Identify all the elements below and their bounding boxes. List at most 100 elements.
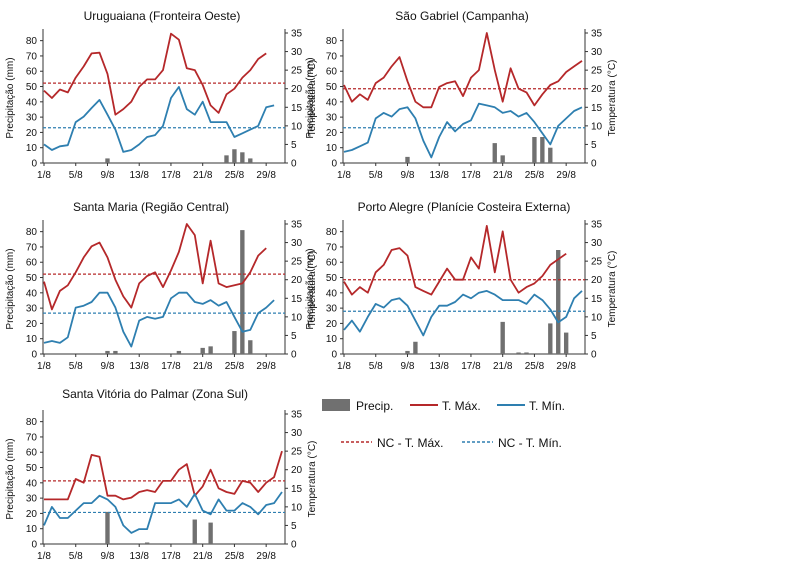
y-tick-label: 70 (326, 51, 338, 62)
precip-bar (105, 511, 110, 544)
precip-bar (240, 152, 245, 163)
precip-bar (192, 519, 197, 544)
tmin-series-line (43, 86, 275, 153)
tmin-series-line (343, 102, 583, 159)
x-tick-label: 25/8 (225, 170, 245, 181)
y-tick-label: 70 (26, 242, 38, 253)
chart-title: Santa Maria (Região Central) (73, 200, 229, 214)
y2-axis-label: Temperatura (°C) (307, 251, 318, 328)
y2-tick-label: 5 (591, 331, 597, 342)
precip-bar (540, 137, 545, 163)
y2-tick-label: 25 (591, 257, 603, 268)
y-tick-label: 80 (26, 227, 38, 238)
chart-panel-1: Uruguaiana (Fronteira Oeste)010203040506… (5, 9, 318, 181)
tmax-series-line (343, 32, 583, 109)
tmax-series-line (43, 32, 267, 116)
x-tick-label: 5/8 (69, 170, 83, 181)
y2-tick-label: 25 (591, 66, 603, 77)
legend-nc-tmin-label: NC - T. Mín. (498, 436, 562, 450)
x-tick-label: 9/8 (401, 361, 415, 372)
x-tick-label: 17/8 (161, 551, 181, 562)
precip-bar (532, 137, 537, 163)
y2-tick-label: 5 (591, 140, 597, 151)
x-tick-label: 1/8 (37, 170, 51, 181)
y2-tick-label: 15 (291, 484, 303, 495)
x-tick-label: 17/8 (161, 361, 181, 372)
chart-title: Porto Alegre (Planície Costeira Externa) (358, 200, 571, 214)
y-axis-label: Precipitação (mm) (305, 57, 316, 138)
y2-tick-label: 10 (591, 121, 603, 132)
y2-tick-label: 10 (291, 121, 303, 132)
y2-tick-label: 10 (291, 312, 303, 323)
y-tick-label: 20 (26, 509, 38, 520)
y2-tick-label: 15 (591, 294, 603, 305)
precip-bar (176, 350, 182, 354)
chart-title: Santa Vitória do Palmar (Zona Sul) (62, 387, 248, 401)
y-tick-label: 10 (326, 334, 338, 345)
y-tick-label: 80 (326, 36, 338, 47)
precip-bar (405, 350, 410, 354)
y2-tick-label: 35 (291, 410, 303, 421)
tmin-series-line (43, 291, 275, 348)
x-tick-label: 29/8 (256, 551, 276, 562)
y-tick-label: 20 (26, 128, 38, 139)
y-tick-label: 70 (326, 242, 338, 253)
y-tick-label: 30 (326, 304, 338, 315)
precip-bar (248, 158, 253, 163)
x-tick-label: 1/8 (337, 361, 351, 372)
y-axis-label: Precipitação (mm) (5, 57, 16, 138)
y-tick-label: 60 (26, 67, 38, 78)
precip-bar (524, 352, 529, 354)
x-tick-label: 9/8 (101, 551, 115, 562)
chart-panel-5: Santa Vitória do Palmar (Zona Sul) 0 10 20 3… (5, 387, 318, 562)
x-tick-label: 13/8 (129, 551, 149, 562)
y-tick-label: 50 (326, 82, 338, 93)
precip-bar (500, 155, 505, 163)
x-tick-label: 9/8 (101, 170, 115, 181)
y2-tick-label: 30 (591, 238, 603, 249)
precip-bar (200, 347, 205, 354)
y-tick-label: 30 (26, 304, 38, 315)
y-tick-label: 30 (26, 113, 38, 124)
y-tick-label: 60 (326, 67, 338, 78)
y-tick-label: 60 (26, 448, 38, 459)
precip-bar (208, 346, 213, 354)
x-tick-label: 29/8 (556, 170, 576, 181)
y2-tick-label: 20 (291, 275, 303, 286)
x-tick-label: 5/8 (369, 361, 383, 372)
precip-bar (113, 350, 118, 354)
x-tick-label: 13/8 (429, 361, 449, 372)
y-tick-label: 40 (26, 478, 38, 489)
y-tick-label: 20 (26, 319, 38, 330)
y-tick-label: 0 (331, 159, 337, 170)
y-tick-label: 10 (26, 334, 38, 345)
y2-tick-label: 35 (591, 220, 603, 231)
y-axis-label: Precipitação (mm) (5, 248, 16, 329)
y2-tick-label: 30 (291, 238, 303, 249)
x-tick-label: 9/8 (101, 361, 115, 372)
legend-precip-swatch (322, 399, 350, 411)
chart-title: São Gabriel (Campanha) (395, 9, 528, 23)
y-tick-label: 40 (326, 288, 338, 299)
y2-tick-label: 0 (291, 159, 297, 170)
y-tick-label: 0 (31, 159, 37, 170)
precip-bar (492, 143, 497, 163)
y2-axis-label: Temperatura (°C) (307, 441, 318, 518)
y2-tick-label: 30 (291, 47, 303, 58)
y2-tick-label: 20 (291, 465, 303, 476)
precip-bar (548, 147, 553, 163)
precip-bar (413, 341, 418, 354)
y-tick-label: 70 (26, 51, 38, 62)
x-tick-label: 5/8 (69, 551, 83, 562)
tmax-series-line (343, 224, 567, 296)
x-tick-label: 25/8 (525, 361, 545, 372)
y-tick-label: 80 (326, 227, 338, 238)
precip-bar (556, 250, 561, 354)
y2-tick-label: 15 (291, 103, 303, 114)
legend-nc-tmax-label: NC - T. Máx. (377, 436, 443, 450)
y-tick-label: 30 (326, 113, 338, 124)
x-tick-label: 21/8 (493, 361, 513, 372)
y2-tick-label: 20 (291, 84, 303, 95)
legend: Precip. T. Máx. T. Mín. NC - T. Máx. NC … (322, 399, 565, 450)
y2-tick-label: 0 (291, 350, 297, 361)
